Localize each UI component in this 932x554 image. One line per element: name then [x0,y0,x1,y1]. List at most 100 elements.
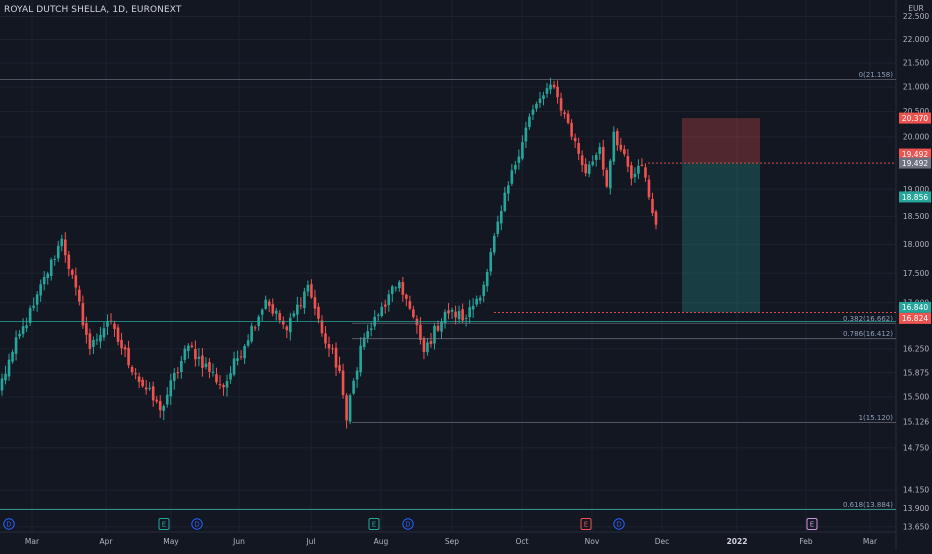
candle [433,323,436,350]
event-marker-letter: D [616,521,621,529]
candle [426,337,429,356]
candle-body [528,116,531,127]
candle [92,336,95,355]
candle-body [383,304,387,307]
candle [619,137,623,153]
candle-body [201,355,204,368]
candle-body [141,379,144,387]
candle-body [608,160,612,189]
price-badge-last: 19.492 [899,157,931,169]
candle-body [545,88,549,94]
candle [71,268,74,279]
candle [197,348,201,367]
candle-body [180,360,183,373]
candle [313,289,317,316]
candle-body [345,395,348,421]
candle-body [338,365,341,372]
candle [56,240,60,262]
candle-body [324,333,327,344]
price-badge-bg [899,112,931,124]
candle [457,305,461,324]
candle-body [376,314,380,316]
price-badge-stop-level: 16.840 [899,301,931,313]
candle [74,267,78,296]
candle-body [570,122,573,137]
candle [626,149,630,173]
candle-body [556,86,559,98]
candle [11,349,14,364]
candle-body [366,331,369,339]
candle [412,305,415,319]
candle-body [559,98,563,111]
candle-body [229,373,232,380]
price-badge-label: 19.492 [902,159,928,168]
candle [151,381,155,407]
candle-body [63,239,67,256]
candle [327,336,331,357]
event-marker-letter: D [6,521,11,529]
candle [566,110,570,125]
candle [28,305,32,327]
candle-body [633,173,637,178]
candle [155,395,159,404]
candle-body [587,164,591,174]
candle-body [429,341,433,345]
candle-body [67,254,71,269]
candle [415,315,419,334]
candle-body [419,324,422,341]
candle-body [563,112,566,115]
candle-body [239,356,243,358]
candle [528,113,531,130]
candle-body [144,387,148,390]
candle-body [264,299,268,309]
candle [535,101,538,112]
candle-body [594,154,598,160]
time-tick-label: Jun [232,537,245,546]
candle [394,286,398,292]
candle-body [11,351,14,362]
candle [369,322,373,337]
candle [348,393,352,425]
candle [120,332,123,355]
price-tick-label: 17.500 [903,269,929,278]
candle-body [327,344,331,349]
candle-body [162,406,166,411]
candle [113,320,116,337]
candle-body [380,306,384,317]
candle [549,77,552,95]
price-tick-label: 14.750 [903,443,929,452]
candle-body [390,286,394,295]
price-badge-label: 20.370 [902,114,928,123]
candle [14,330,18,361]
candle [447,303,450,320]
candle-body [630,165,633,179]
candle [608,158,612,195]
candle-body [25,325,28,329]
candle [507,181,510,202]
candle-body [408,301,412,309]
candle [387,289,391,312]
candle-body [0,378,4,391]
candle [46,271,50,285]
candle-body [521,142,524,159]
candle-body [433,325,436,344]
candle [183,345,187,364]
time-tick-label: May [163,537,179,546]
event-dividend: D [3,518,15,530]
price-tick-label: 18.500 [903,212,929,221]
candle [299,297,303,310]
candle [601,139,605,177]
candle [450,307,454,319]
candle [514,160,517,174]
candle [545,82,549,98]
candle-body [194,348,197,360]
candle-body [85,323,88,335]
candle-body [148,387,151,389]
candle-body [482,284,486,296]
price-badge-current: 18.856 [899,191,931,203]
candle-body [422,338,426,352]
candle-body [601,146,605,170]
candle [264,295,268,311]
